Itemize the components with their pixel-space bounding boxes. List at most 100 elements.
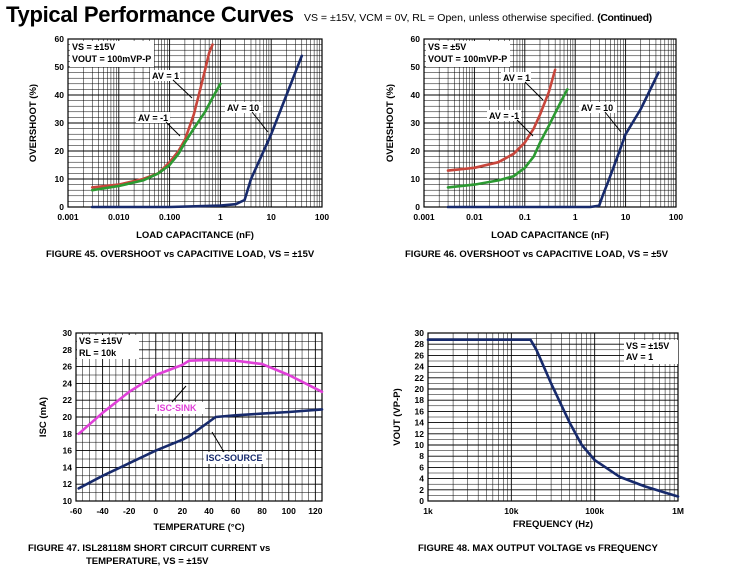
x-tick-label: 1M xyxy=(672,506,684,516)
x-tick-label: 120 xyxy=(308,506,322,516)
y-tick-label: 30 xyxy=(411,118,421,128)
y-axis-label: VOUT (VP-P) xyxy=(392,388,403,446)
legend-box xyxy=(77,335,139,359)
y-tick-label: 8 xyxy=(419,451,424,461)
plot-frame xyxy=(427,332,679,502)
annotation-bg xyxy=(225,102,263,113)
x-axis-label: LOAD CAPACITANCE (nF) xyxy=(491,230,609,241)
y-tick-label: 40 xyxy=(411,90,421,100)
y-tick-label: 26 xyxy=(415,350,425,360)
page-title: Typical Performance Curves xyxy=(6,2,294,27)
x-axis-label: LOAD CAPACITANCE (nF) xyxy=(136,230,254,241)
y-tick-label: 18 xyxy=(415,395,425,405)
x-tick-label: 1 xyxy=(218,212,223,222)
subtitle-conditions: VS = ±15V, VCM = 0V, RL = Open, unless o… xyxy=(304,12,595,24)
y-tick-label: 28 xyxy=(415,339,425,349)
y-tick-label: 20 xyxy=(411,146,421,156)
annotation-bg xyxy=(136,112,170,123)
x-tick-label: 0.001 xyxy=(57,212,79,222)
y-tick-label: 20 xyxy=(415,384,425,394)
x-tick-label: 1k xyxy=(423,506,433,516)
chart-fig46: 0.001 0.01 0.1 1 10 100 0 10 20 30 40 50 60 LOAD CAP… xyxy=(385,34,684,241)
annotation-leader xyxy=(171,385,187,403)
annotation-bg xyxy=(150,70,180,81)
x-tick-label: 60 xyxy=(231,506,241,516)
series-line-2 xyxy=(90,54,304,209)
figure-caption: FIGURE 47. ISL28118M SHORT CIRCUIT CURRE… xyxy=(28,543,271,554)
x-tick-label: 100k xyxy=(585,506,604,516)
x-tick-label: -40 xyxy=(96,506,109,516)
y-tick-label: 50 xyxy=(411,62,421,72)
y-tick-label: 10 xyxy=(411,174,421,184)
x-tick-label: 10 xyxy=(266,212,276,222)
plot-frame xyxy=(75,332,323,502)
y-tick-label: 4 xyxy=(419,474,424,484)
series-line-1 xyxy=(446,88,569,189)
figure-caption: FIGURE 46. OVERSHOOT vs CAPACITIVE LOAD,… xyxy=(405,249,668,260)
x-tick-label: 0.001 xyxy=(413,212,435,222)
x-tick-label: -20 xyxy=(123,506,136,516)
y-tick-label: 10 xyxy=(55,174,65,184)
annotation-bg xyxy=(487,110,521,121)
annotation-bg xyxy=(579,102,617,113)
annotation-av1: AV = 1 xyxy=(152,71,179,81)
y-tick-label: 12 xyxy=(415,429,425,439)
x-tick-label: 0.01 xyxy=(466,212,483,222)
y-tick-label: 18 xyxy=(63,429,73,439)
legend-entry: VS = ±15V xyxy=(626,341,669,351)
y-tick-label: 0 xyxy=(59,202,64,212)
x-tick-label: 10 xyxy=(621,212,631,222)
series-line-1 xyxy=(90,82,222,192)
annotation-leader xyxy=(516,119,534,137)
legend-entry: VOUT = 100mVP-P xyxy=(428,54,507,64)
legend-entry: VS = ±15V xyxy=(72,42,115,52)
page-subtitle: VS = ±15V, VCM = 0V, RL = Open, unless o… xyxy=(304,12,652,24)
series-line-2 xyxy=(446,71,660,209)
y-tick-label: 16 xyxy=(63,446,73,456)
annotation-bg xyxy=(155,402,205,414)
y-tick-label: 30 xyxy=(63,328,73,338)
y-axis-label: OVERSHOOT (%) xyxy=(385,84,396,162)
legend-entry: AV = 1 xyxy=(626,352,653,362)
annotation-av10: AV = 10 xyxy=(581,103,613,113)
x-tick-label: 1 xyxy=(573,212,578,222)
figure-caption: FIGURE 48. MAX OUTPUT VOLTAGE vs FREQUEN… xyxy=(418,543,658,554)
annotation-av1: AV = 1 xyxy=(503,73,530,83)
y-axis-label: OVERSHOOT (%) xyxy=(28,84,39,162)
y-tick-label: 28 xyxy=(63,345,73,355)
y-tick-label: 24 xyxy=(63,378,73,388)
series-line-0 xyxy=(446,68,557,172)
x-tick-label: 0.010 xyxy=(108,212,130,222)
legend-entry: RL = 10k xyxy=(79,348,117,358)
y-tick-label: 0 xyxy=(419,496,424,506)
tick-labels: 0.001 0.01 0.1 1 10 100 0 10 20 30 40 50 60 xyxy=(411,34,684,222)
annotation-av10: AV = 10 xyxy=(227,103,259,113)
legend-entry: VS = ±5V xyxy=(428,42,466,52)
y-tick-label: 60 xyxy=(411,34,421,44)
y-tick-label: 50 xyxy=(55,62,65,72)
chart-fig45: 0.001 0.010 0.100 1 10 100 0 10 20 30 40 50 60 LOAD … xyxy=(28,34,329,241)
x-tick-label: 40 xyxy=(204,506,214,516)
annotation-leader xyxy=(604,111,622,133)
y-axis-label: ISC (mA) xyxy=(38,397,49,437)
y-tick-label: 30 xyxy=(415,328,425,338)
x-axis-label: TEMPERATURE (°C) xyxy=(153,522,244,533)
x-tick-label: 100 xyxy=(669,212,683,222)
figure-caption: TEMPERATURE, VS = ±15V xyxy=(86,556,209,567)
series-layer xyxy=(90,43,304,209)
annotation-isc-sink: ISC-SINK xyxy=(157,403,197,413)
annotation-bg xyxy=(501,72,531,83)
x-tick-label: 80 xyxy=(257,506,267,516)
figure-caption: FIGURE 45. OVERSHOOT vs CAPACITIVE LOAD,… xyxy=(46,249,315,260)
legend-box xyxy=(624,340,678,364)
series-line-0 xyxy=(426,338,680,498)
x-tick-label: 20 xyxy=(178,506,188,516)
y-tick-label: 14 xyxy=(63,462,73,472)
y-tick-label: 12 xyxy=(63,479,73,489)
y-tick-label: 24 xyxy=(415,362,425,372)
y-tick-label: 20 xyxy=(55,146,65,156)
annotation-av-1: AV = -1 xyxy=(138,113,168,123)
y-tick-label: 2 xyxy=(419,485,424,495)
y-tick-label: 16 xyxy=(415,406,425,416)
